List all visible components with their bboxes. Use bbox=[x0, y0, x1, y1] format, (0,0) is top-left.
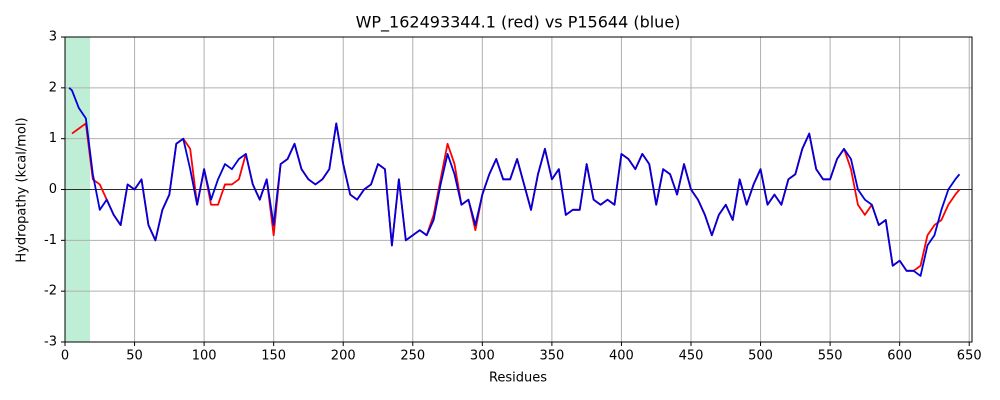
y-tick-label: 1 bbox=[49, 131, 57, 146]
y-tick-label: 0 bbox=[49, 182, 57, 197]
y-axis-label: Hydropathy (kcal/mol) bbox=[15, 117, 30, 262]
y-tick-label: -1 bbox=[44, 233, 57, 248]
x-tick-label: 350 bbox=[539, 349, 564, 364]
x-tick-label: 100 bbox=[192, 349, 217, 364]
x-tick-label: 300 bbox=[470, 349, 495, 364]
plot-frame bbox=[64, 36, 973, 343]
x-tick-label: 250 bbox=[400, 349, 425, 364]
y-tick-label: 3 bbox=[49, 30, 57, 45]
y-tick-label: -2 bbox=[44, 284, 57, 299]
x-tick-label: 450 bbox=[679, 349, 704, 364]
x-tick-label: 600 bbox=[887, 349, 912, 364]
x-axis-label: Residues bbox=[489, 371, 547, 386]
x-tick-label: 0 bbox=[61, 349, 69, 364]
x-tick-label: 650 bbox=[957, 349, 982, 364]
series-line bbox=[68, 87, 961, 277]
x-tick-label: 550 bbox=[818, 349, 843, 364]
chart-title: WP_162493344.1 (red) vs P15644 (blue) bbox=[356, 13, 681, 33]
x-tick-label: 400 bbox=[609, 349, 634, 364]
x-tick-label: 50 bbox=[126, 349, 143, 364]
x-tick-label: 150 bbox=[261, 349, 286, 364]
x-tick-label: 200 bbox=[331, 349, 356, 364]
x-tick-label: 500 bbox=[748, 349, 773, 364]
y-tick-label: 2 bbox=[49, 80, 57, 95]
y-tick-label: -3 bbox=[44, 335, 57, 350]
